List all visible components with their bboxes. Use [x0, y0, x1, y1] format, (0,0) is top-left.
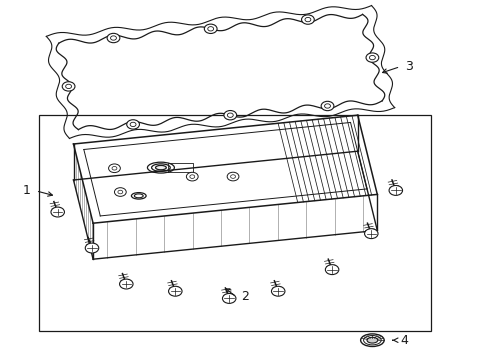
- Circle shape: [366, 53, 379, 62]
- Circle shape: [271, 286, 285, 296]
- Circle shape: [325, 265, 339, 275]
- Circle shape: [227, 172, 239, 181]
- Circle shape: [365, 229, 378, 239]
- Circle shape: [222, 293, 236, 303]
- Circle shape: [66, 84, 72, 89]
- Text: 1: 1: [23, 184, 31, 197]
- Circle shape: [190, 175, 195, 179]
- Circle shape: [324, 104, 330, 108]
- Circle shape: [111, 36, 117, 40]
- Circle shape: [208, 27, 214, 31]
- Circle shape: [231, 175, 236, 178]
- Circle shape: [321, 101, 334, 111]
- Circle shape: [301, 15, 314, 24]
- Circle shape: [120, 279, 133, 289]
- Circle shape: [109, 164, 121, 172]
- Circle shape: [107, 33, 120, 43]
- Bar: [39, 115, 431, 331]
- Circle shape: [169, 286, 182, 296]
- Text: 3: 3: [405, 60, 413, 73]
- Circle shape: [369, 55, 375, 60]
- Circle shape: [204, 24, 217, 33]
- Ellipse shape: [155, 166, 166, 170]
- Circle shape: [227, 113, 233, 117]
- Circle shape: [305, 17, 311, 22]
- Circle shape: [224, 111, 237, 120]
- Circle shape: [118, 190, 123, 194]
- Circle shape: [112, 166, 117, 170]
- Text: 2: 2: [241, 291, 249, 303]
- Circle shape: [51, 207, 65, 217]
- Circle shape: [62, 82, 75, 91]
- Circle shape: [130, 122, 136, 127]
- Circle shape: [127, 120, 140, 129]
- Ellipse shape: [367, 337, 378, 343]
- Circle shape: [389, 185, 403, 195]
- Circle shape: [85, 243, 99, 253]
- Text: 4: 4: [400, 334, 408, 347]
- Circle shape: [186, 172, 198, 181]
- Circle shape: [115, 188, 126, 196]
